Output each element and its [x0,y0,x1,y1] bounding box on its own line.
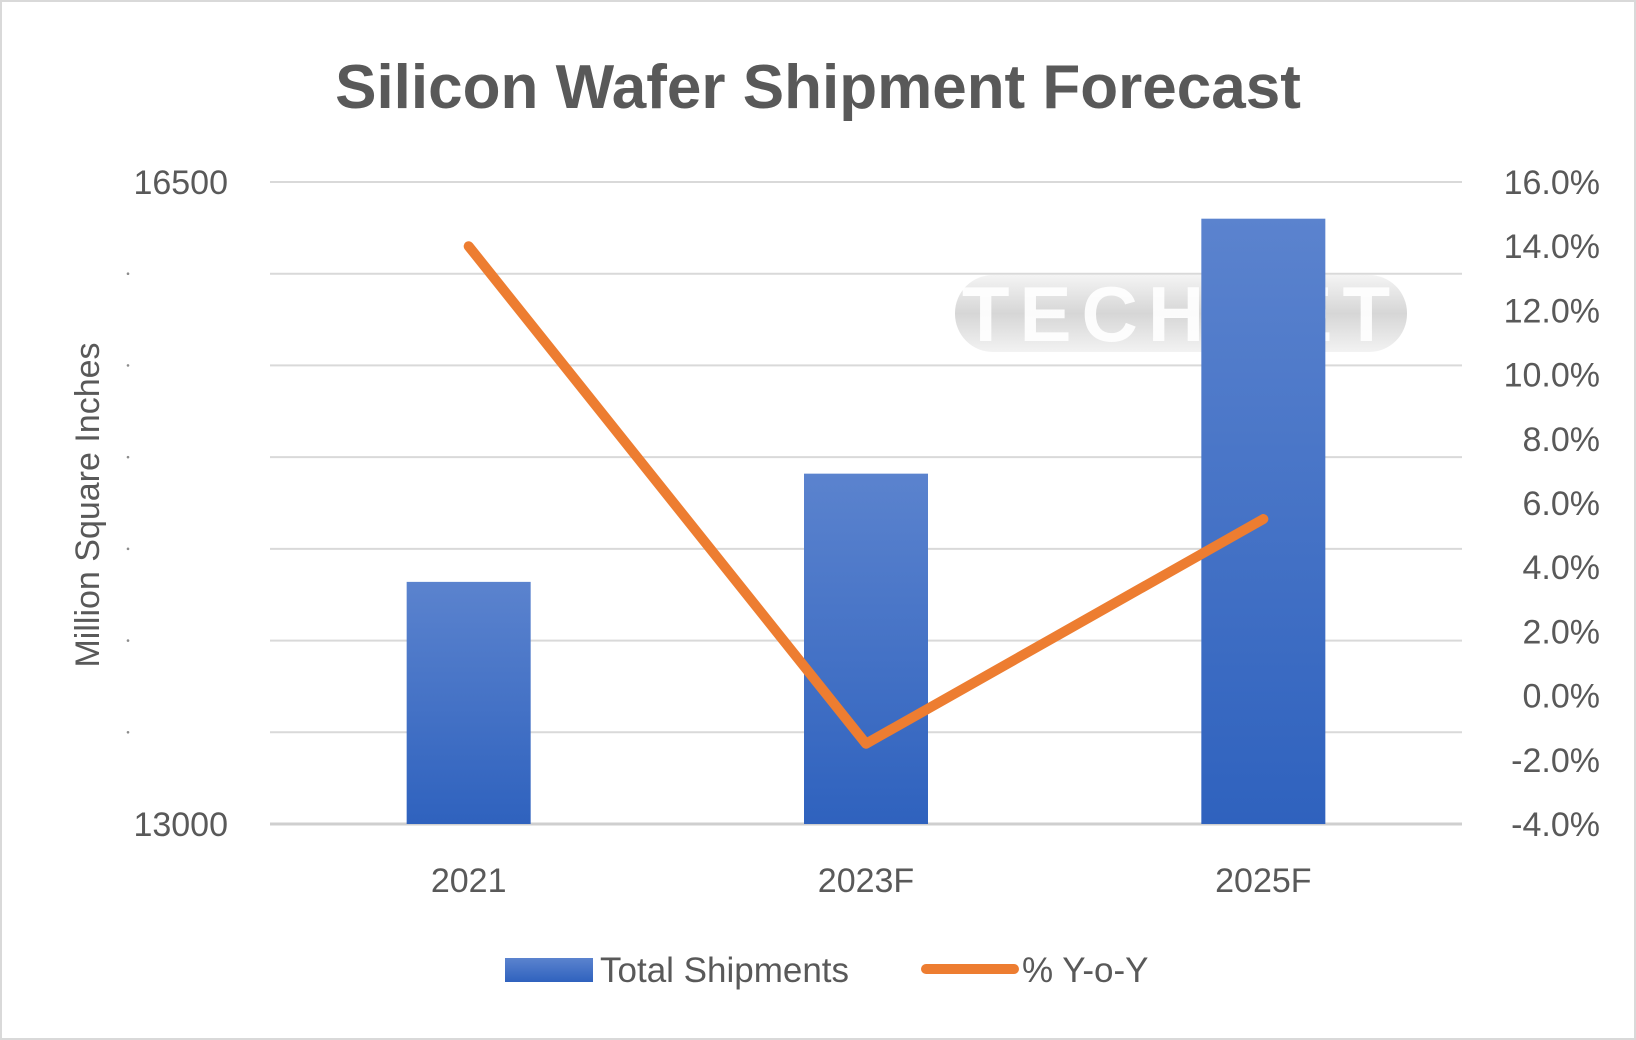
right-tick-label: 10.0% [1504,357,1600,395]
right-tick-label: 12.0% [1504,292,1600,330]
left-tick-dot [126,639,130,642]
yoy-line [463,241,1269,749]
right-axis: 16.0% 14.0% 12.0% 10.0% 8.0% 6.0% 4.0% 2.0% 0.0%… [1504,164,1600,844]
bar-2023f [804,473,928,824]
left-tick-label: 16500 [133,164,228,202]
x-tick-label: 2021 [431,862,507,900]
line-series [463,241,1269,749]
right-tick-label: 16.0% [1504,164,1600,202]
right-tick-label: 14.0% [1504,228,1600,266]
legend: Total Shipments % Y-o-Y [505,951,1148,990]
right-tick-label: 4.0% [1523,549,1601,587]
left-tick-dot [126,272,130,276]
x-axis: 2021 2023F 2025F [431,862,1312,900]
y-axis-label: Million Square Inches [69,342,107,667]
right-tick-label: 6.0% [1523,485,1601,523]
right-tick-label: -2.0% [1511,742,1600,780]
right-tick-label: 0.0% [1523,678,1601,716]
legend-swatch-total-shipments [505,958,593,982]
right-tick-label: 2.0% [1523,613,1601,651]
x-tick-label: 2023F [818,862,914,900]
left-axis: 16500 13000 [126,164,228,844]
left-tick-dot [126,364,130,367]
left-tick-label: 13000 [133,806,228,844]
chart-title: Silicon Wafer Shipment Forecast [335,53,1301,122]
legend-label-total-shipments: Total Shipments [600,951,849,990]
right-tick-label: -4.0% [1511,806,1600,844]
left-tick-dot [126,730,130,734]
watermark: TECHCET [955,270,1407,358]
bar-2021 [406,581,531,824]
x-tick-label: 2025F [1215,862,1311,900]
legend-label-yoy: % Y-o-Y [1022,951,1148,990]
left-tick-dot [126,547,130,551]
left-tick-dot [126,455,130,459]
watermark-text: TECHCET [962,270,1400,358]
right-tick-label: 8.0% [1523,421,1601,459]
